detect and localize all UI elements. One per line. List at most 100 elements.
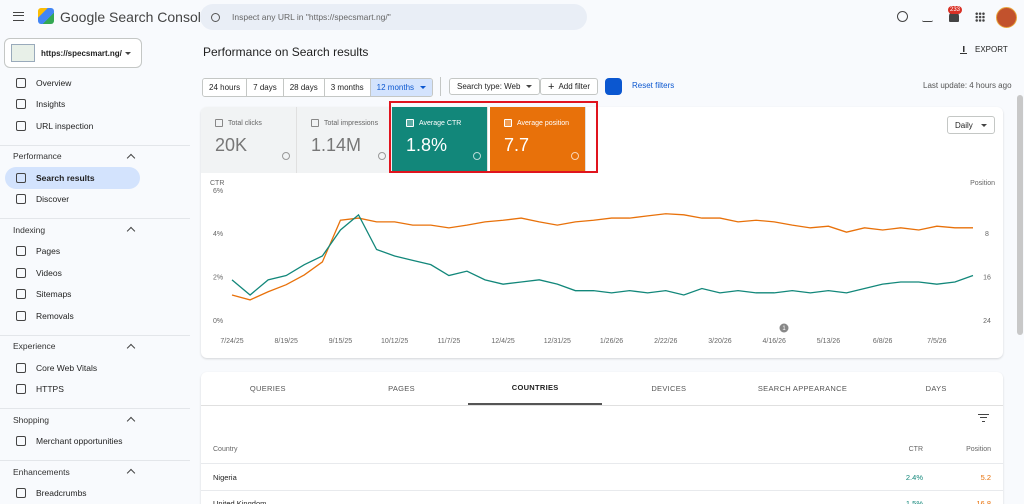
date-range-label: 12 months	[376, 83, 415, 92]
nav-label: Insights	[36, 99, 66, 110]
x-tick-label: 11/7/25	[437, 338, 460, 345]
nav-item[interactable]: Pages	[0, 241, 140, 263]
last-update: Last update: 4 hours ago	[923, 81, 1012, 90]
y-tick-label: 2%	[213, 275, 223, 282]
nav-icon	[16, 120, 26, 131]
tab[interactable]: PAGES	[388, 384, 415, 393]
date-range-label: 7 days	[253, 83, 277, 92]
date-range-button[interactable]: 24 hours	[203, 79, 248, 96]
date-range-button[interactable]: 3 months	[324, 79, 371, 96]
nav-label: Core Web Vitals	[36, 362, 98, 373]
date-range-button[interactable]: 28 days	[283, 79, 325, 96]
nav-item[interactable]: Discover	[0, 189, 140, 211]
scrollbar	[1017, 95, 1023, 335]
avatar[interactable]	[996, 7, 1017, 28]
nav-section-header[interactable]: Performance	[0, 144, 190, 168]
line	[231, 213, 973, 301]
nav-section-title: Enhancements	[13, 466, 70, 477]
dropdown-arrow	[526, 85, 533, 91]
nav-icon	[16, 384, 26, 395]
metric-label-row: Total impressions	[311, 119, 392, 127]
nav-item[interactable]: Core Web Vitals	[0, 357, 140, 379]
tab[interactable]: QUERIES	[249, 384, 286, 393]
nav-item[interactable]: Insights	[0, 94, 140, 116]
tab[interactable]: COUNTRIES	[468, 372, 603, 405]
nav-item[interactable]: Overview	[0, 72, 140, 94]
app-name: Google Search Console	[60, 9, 209, 25]
chevron	[126, 153, 136, 162]
nav-item[interactable]: HTTPS	[0, 379, 140, 401]
nav-section-header[interactable]: Indexing	[0, 218, 190, 241]
tab[interactable]: SEARCH APPEARANCE	[757, 384, 848, 393]
help-icon	[473, 152, 481, 160]
nav-label: Videos	[36, 267, 62, 278]
nav-section-title: Performance	[13, 151, 62, 162]
property-selector[interactable]: https://specsmart.ng/	[4, 38, 142, 68]
nav-section-header[interactable]: Enhancements	[0, 460, 190, 483]
dropdown-arrow	[420, 86, 427, 92]
metric-label-row: Average position	[504, 119, 585, 127]
users-icon[interactable]	[922, 11, 933, 22]
table-cell: 2.4%	[905, 473, 923, 482]
date-range-button[interactable]: 7 days	[247, 79, 284, 96]
nav-item[interactable]: Merchant opportunities	[0, 431, 140, 453]
help-icon[interactable]	[897, 11, 908, 22]
metric-card[interactable]: Total clicks 20K	[201, 107, 297, 173]
notification-badge: 233	[948, 6, 963, 14]
metric-label: Average position	[517, 119, 570, 127]
metric-card[interactable]: Average position 7.7	[490, 107, 586, 173]
add-filter-label: Add filter	[558, 82, 591, 91]
tab[interactable]: DAYS	[925, 384, 947, 393]
x-tick-label: 7/5/26	[927, 338, 947, 345]
granularity-button[interactable]: Daily	[947, 116, 995, 134]
metric-label: Total impressions	[324, 119, 379, 127]
x-tick-label: 7/24/25	[220, 338, 243, 345]
table-row[interactable]: Nigeria 2.4% 5.2	[201, 464, 1003, 491]
nav-item[interactable]: Search results	[5, 167, 140, 189]
table-cell: Nigeria	[213, 473, 237, 482]
annotation-marker[interactable]	[779, 323, 789, 333]
y2-axis-title: Position	[970, 180, 995, 187]
apps-icon[interactable]	[975, 12, 985, 22]
chevron	[126, 227, 136, 236]
table-filter-icon[interactable]	[978, 414, 989, 422]
table-cell: 1.5%	[905, 499, 923, 504]
tab[interactable]: DEVICES	[651, 384, 687, 393]
reset-filters[interactable]: Reset filters	[632, 81, 675, 90]
date-range-label: 24 hours	[209, 83, 241, 92]
nav-item[interactable]: URL inspection	[0, 115, 140, 137]
y2-tick-label: 16	[983, 275, 991, 282]
notifications-icon[interactable]	[949, 12, 959, 22]
nav-item[interactable]: Videos	[0, 262, 140, 284]
nav-item[interactable]: Sitemaps	[0, 284, 140, 306]
help-icon	[571, 152, 579, 160]
date-range-button[interactable]: 12 months	[370, 79, 433, 96]
filter-icon-button[interactable]	[605, 78, 622, 95]
checkbox	[504, 119, 512, 127]
nav-icon	[16, 99, 26, 110]
table-row[interactable]: United Kingdom 1.5% 16.8	[201, 490, 1003, 504]
nav-icon	[16, 172, 26, 183]
table-cell: 5.2	[980, 473, 991, 482]
nav-item[interactable]: Removals	[0, 305, 140, 327]
dropdown-arrow	[980, 123, 987, 130]
nav-section-header[interactable]: Experience	[0, 334, 190, 358]
nav-item[interactable]: Breadcrumbs	[0, 483, 140, 504]
search-icon	[211, 12, 220, 22]
search-type-button[interactable]: Search type: Web	[449, 78, 541, 95]
y2-tick-label: 8	[985, 231, 989, 238]
menu-button[interactable]	[13, 12, 24, 21]
nav-section-header[interactable]: Shopping	[0, 408, 190, 431]
search-box[interactable]: Inspect any URL in "https://specsmart.ng…	[200, 4, 587, 30]
granularity-label: Daily	[955, 120, 973, 130]
chevron	[126, 343, 136, 352]
chart: 7/5/26 6/8/26 5/13/26 4/16/26 3/20/26 2/22/26…	[210, 180, 995, 345]
metric-card[interactable]: Total impressions 1.14M	[297, 107, 393, 173]
metric-card[interactable]: Average CTR 1.8%	[392, 107, 488, 173]
export-button[interactable]: EXPORT	[960, 45, 1008, 54]
nav-icon	[16, 246, 26, 257]
tabs: QUERIES PAGES COUNTRIES DEVICES SEARCH APPEA…	[201, 372, 1003, 406]
checkbox	[215, 119, 223, 127]
search-placeholder: Inspect any URL in "https://specsmart.ng…	[232, 12, 391, 22]
add-filter-button[interactable]: + Add filter	[540, 78, 599, 95]
